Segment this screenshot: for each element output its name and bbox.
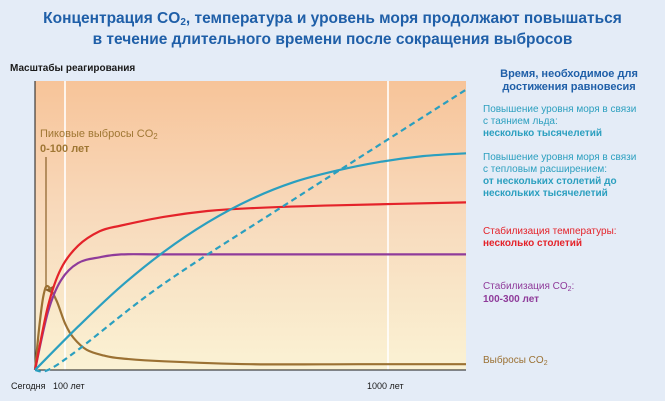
legend-temperature: Стабилизация температуры: несколько стол…: [483, 226, 617, 249]
series-co2-stabilization: [33, 253, 466, 371]
legend-co2-stabilization: Стабилизация CO2: 100-300 лет: [483, 281, 575, 305]
series-co2-emissions: [33, 284, 466, 371]
title-line-1: Концентрация CO2, температура и уровень …: [43, 10, 622, 28]
legend-sea-level-thermal: Повышение уровня моря в связи с тепловым…: [483, 152, 637, 199]
plot-background: [35, 81, 466, 370]
equilibrium-time-heading: Время, необходимое для достижения равнов…: [500, 68, 638, 93]
x-tick-1000-years: 1000 лет: [367, 381, 404, 391]
series-sea-level-thermal: [34, 152, 467, 371]
peak-emissions-label: Пиковые выбросы CO2 0-100 лет: [40, 128, 158, 155]
series-temperature: [33, 201, 467, 371]
chart-title: Концентрация CO2, температура и уровень …: [0, 9, 665, 49]
y-axis-label: Масштабы реагирования: [10, 63, 136, 74]
series-sea-level-ice: [34, 88, 467, 373]
legend-co2-emissions: Выбросы CO2: [483, 355, 548, 367]
title-line-2: в течение длительного времени после сокр…: [92, 31, 573, 48]
x-tick-100-years: 100 лет: [53, 381, 85, 391]
legend-sea-level-ice: Повышение уровня моря в связи с таянием …: [483, 104, 637, 139]
x-tick-today: Сегодня: [11, 381, 46, 391]
